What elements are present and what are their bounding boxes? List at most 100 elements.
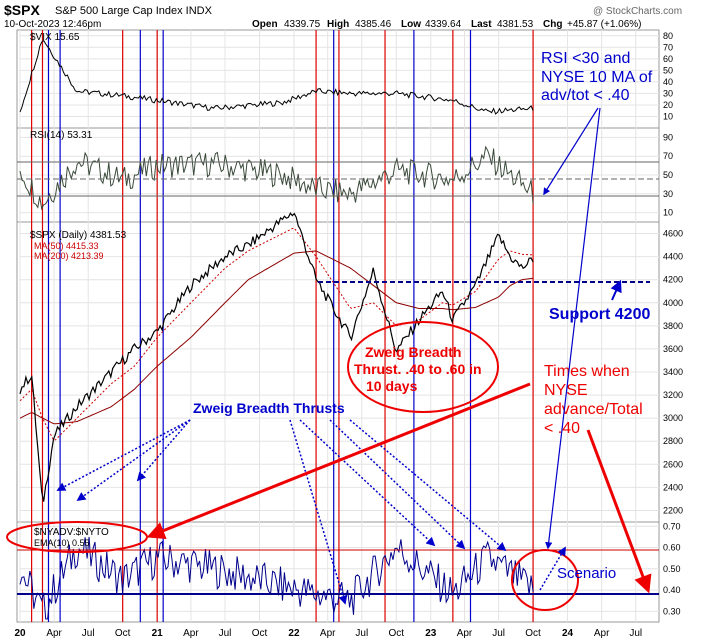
rsi-note-arrow-2 bbox=[545, 107, 601, 550]
zweig-circle-line-1: Zweig Breadth bbox=[365, 344, 461, 360]
zweig-thrust-arrow bbox=[56, 419, 191, 491]
rsi-line bbox=[19, 145, 534, 211]
open-value: 4339.75 bbox=[284, 19, 321, 30]
rsi-note-line-2: NYSE 10 MA of bbox=[541, 69, 653, 86]
x-tick-label: Jul bbox=[219, 628, 232, 639]
annotation-arrows bbox=[56, 107, 652, 605]
rsi-legend: RSI(14) 53.31 bbox=[30, 130, 93, 141]
vix-y-tick-label: 50 bbox=[663, 65, 673, 75]
chg-label: Chg bbox=[543, 19, 562, 30]
breadth-y-tick-label: 0.50 bbox=[663, 564, 681, 574]
spx-legend: $SPX (Daily) 4381.53 bbox=[30, 230, 127, 241]
x-tick-label: Oct bbox=[388, 628, 404, 639]
zweig-circle bbox=[347, 321, 499, 413]
high-label: High bbox=[327, 19, 349, 30]
x-tick-label: Jul bbox=[492, 628, 505, 639]
low-label: Low bbox=[401, 19, 421, 30]
zweig-thrust-arrow bbox=[136, 419, 191, 482]
spx-y-tick-label: 3000 bbox=[663, 413, 683, 423]
spx-y-tick-label: 2200 bbox=[663, 505, 683, 515]
breadth-y-tick-label: 0.70 bbox=[663, 521, 681, 531]
x-tick-label: Jul bbox=[355, 628, 368, 639]
vix-y-tick-label: 20 bbox=[663, 100, 673, 110]
breadth-legend: $NYADV:$NYTO bbox=[34, 527, 109, 538]
ma200-legend: MA(200) 4213.39 bbox=[34, 251, 104, 261]
watermark: @ StockCharts.com bbox=[593, 6, 682, 17]
vix-y-tick-label: 80 bbox=[663, 31, 673, 41]
spx-y-tick-label: 3800 bbox=[663, 321, 683, 331]
x-tick-label: 24 bbox=[562, 628, 574, 639]
spx-y-tick-label: 3600 bbox=[663, 344, 683, 354]
spx-y-tick-label: 2600 bbox=[663, 459, 683, 469]
zweig-thrust-arrow bbox=[349, 419, 507, 552]
spx-y-tick-label: 4000 bbox=[663, 298, 683, 308]
rsi-y-tick-label: 50 bbox=[663, 170, 673, 180]
vix-y-tick-label: 10 bbox=[663, 111, 673, 121]
rsi-note-line-1: RSI <30 and bbox=[541, 50, 630, 67]
ma200-line bbox=[19, 250, 534, 425]
annotations: RSI <30 and NYSE 10 MA of adv/tot < .40 … bbox=[6, 50, 653, 611]
ma50-legend: MA(50) 4415.33 bbox=[34, 241, 99, 251]
zweig-circle-line-3: 10 days bbox=[366, 378, 418, 394]
breadth-y-tick-label: 0.60 bbox=[663, 543, 681, 553]
times-note-arrow bbox=[146, 382, 531, 540]
rsi-y-tick-label: 70 bbox=[663, 151, 673, 161]
index-name: S&P 500 Large Cap Index INDX bbox=[55, 5, 213, 17]
rsi-y-tick-label: 30 bbox=[663, 189, 673, 199]
date-label: 10-Oct-2023 12:46pm bbox=[4, 19, 101, 30]
vix-line bbox=[19, 39, 534, 115]
scenario-dotted-arrow bbox=[539, 546, 566, 591]
support-arrow bbox=[610, 279, 622, 301]
x-tick-label: Oct bbox=[252, 628, 268, 639]
zweig-thrust-arrow bbox=[76, 419, 191, 502]
vix-y-tick-label: 60 bbox=[663, 54, 673, 64]
breadth-line bbox=[19, 536, 534, 620]
vix-y-tick-label: 40 bbox=[663, 77, 673, 87]
times-note-line-1: Times when bbox=[544, 363, 630, 380]
x-tick-label: Apr bbox=[457, 628, 473, 639]
x-tick-label: Oct bbox=[525, 628, 541, 639]
spx-y-tick-label: 3400 bbox=[663, 367, 683, 377]
spx-y-tick-label: 2800 bbox=[663, 436, 683, 446]
support-label: Support 4200 bbox=[549, 306, 650, 323]
chart-header: $SPX S&P 500 Large Cap Index INDX 10-Oct… bbox=[4, 2, 682, 30]
open-label: Open bbox=[252, 19, 278, 30]
x-tick-label: Apr bbox=[594, 628, 610, 639]
x-tick-label: 22 bbox=[288, 628, 300, 639]
zweig-thrust-arrow bbox=[299, 419, 436, 547]
spx-y-tick-label: 4400 bbox=[663, 252, 683, 262]
vix-panel bbox=[16, 29, 660, 129]
rsi-note-line-3: adv/tot < .40 bbox=[541, 87, 630, 104]
times-note-line-2: NYSE bbox=[544, 382, 588, 399]
scenario-red-arrow bbox=[586, 429, 652, 594]
times-note-line-3: advance/Total bbox=[544, 401, 643, 418]
y-tick-labels: 8070605040302010907050301046004400420040… bbox=[663, 31, 683, 617]
symbol-label: $SPX bbox=[4, 2, 40, 18]
spx-y-tick-label: 3200 bbox=[663, 390, 683, 400]
chart-series bbox=[19, 39, 534, 620]
spx-price-line bbox=[19, 212, 534, 502]
spx-y-tick-label: 4600 bbox=[663, 229, 683, 239]
x-tick-label: Oct bbox=[115, 628, 131, 639]
zweig-thrusts-label: Zweig Breadth Thrusts bbox=[193, 400, 345, 416]
x-tick-label: 20 bbox=[14, 628, 26, 639]
rsi-y-tick-label: 10 bbox=[663, 208, 673, 218]
scenario-circle bbox=[511, 549, 579, 611]
x-tick-label: Apr bbox=[320, 628, 336, 639]
vix-y-tick-label: 30 bbox=[663, 88, 673, 98]
x-tick-label: Apr bbox=[183, 628, 199, 639]
last-value: 4381.53 bbox=[497, 19, 534, 30]
ema-legend: EMA(10) 0.55 bbox=[34, 538, 90, 548]
zweig-thrust-arrow bbox=[329, 419, 466, 550]
spx-y-tick-label: 2400 bbox=[663, 482, 683, 492]
spx-y-tick-label: 4200 bbox=[663, 275, 683, 285]
rsi-note-arrow-1 bbox=[543, 107, 599, 196]
breadth-y-tick-label: 0.30 bbox=[663, 606, 681, 616]
panel-legends: $VIX 15.65 RSI(14) 53.31 $SPX (Daily) 43… bbox=[30, 32, 127, 548]
vix-legend: $VIX 15.65 bbox=[30, 32, 80, 43]
low-value: 4339.64 bbox=[425, 19, 462, 30]
last-label: Last bbox=[471, 19, 492, 30]
chg-value: +45.87 (+1.06%) bbox=[567, 19, 642, 30]
rsi-y-tick-label: 90 bbox=[663, 132, 673, 142]
